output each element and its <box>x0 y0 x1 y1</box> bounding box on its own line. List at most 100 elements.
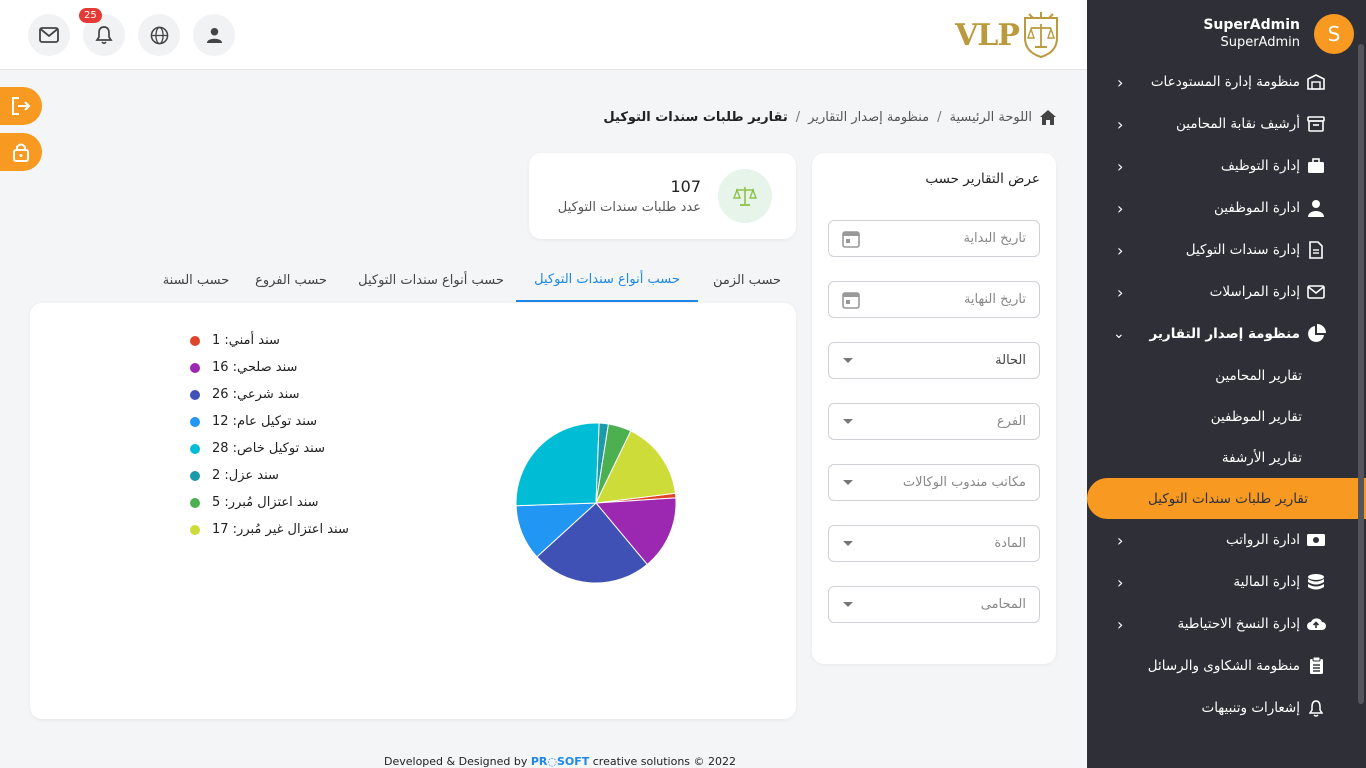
chevron-left-icon: ‹ <box>1117 282 1124 302</box>
sidebar-item-complaints[interactable]: منظومة الشكاوى والرسائل <box>1087 645 1366 687</box>
scales-icon <box>733 187 757 206</box>
pie-slice[interactable] <box>515 422 600 507</box>
legend-item[interactable]: سند توكيل عام: 12 <box>190 408 349 435</box>
legend-item[interactable]: سند أمني: 1 <box>190 327 349 354</box>
calendar-icon <box>842 292 860 309</box>
chevron-left-icon: ‹ <box>1117 614 1124 634</box>
stat-icon-circle <box>718 169 772 223</box>
legend-item[interactable]: سند صلحي: 16 <box>190 354 349 381</box>
sidebar-item-correspondence[interactable]: إدارة المراسلات ‹ <box>1087 271 1366 313</box>
sidebar-subitem-archive-reports[interactable]: تقارير الأرشفة <box>1087 437 1366 478</box>
legend-item[interactable]: سند شرعي: 26 <box>190 381 349 408</box>
logout-button[interactable] <box>0 87 42 125</box>
branch-select[interactable]: الفرع <box>828 403 1040 440</box>
branch-select-label: الفرع <box>996 414 1026 429</box>
sidebar-subitem-poa-requests-reports[interactable]: تقارير طلبات سندات التوكيل <box>1087 478 1366 519</box>
breadcrumb-home[interactable]: اللوحة الرئيسية <box>949 110 1032 125</box>
sidebar-item-archive[interactable]: أرشيف نقابة المحامين ‹ <box>1087 103 1366 145</box>
profile-button[interactable] <box>193 14 235 56</box>
agency-offices-select-label: مكاتب مندوب الوكالات <box>902 475 1026 490</box>
home-icon[interactable] <box>1040 110 1056 125</box>
sidebar-subitem-label: تقارير الأرشفة <box>1221 449 1302 466</box>
tab-by-branches[interactable]: حسب الفروع <box>255 272 327 288</box>
sidebar-item-finance[interactable]: إدارة المالية ‹ <box>1087 561 1366 603</box>
breadcrumb-section[interactable]: منظومة إصدار التقارير <box>808 110 930 125</box>
sidebar-scrollbar[interactable] <box>1358 44 1364 704</box>
lawyer-select-label: المحامى <box>980 597 1026 612</box>
pie-slice[interactable] <box>594 497 677 566</box>
lock-screen-button[interactable] <box>0 133 42 171</box>
tab-by-year[interactable]: حسب السنة <box>162 272 230 288</box>
breadcrumb: اللوحة الرئيسية / منظومة إصدار التقارير … <box>603 110 1056 125</box>
messages-button[interactable] <box>28 14 70 56</box>
cash-icon <box>1306 530 1326 550</box>
legend-item[interactable]: سند توكيل خاص: 28 <box>190 435 349 462</box>
employee-icon <box>1306 198 1326 218</box>
article-select[interactable]: المادة <box>828 525 1040 562</box>
end-date-field[interactable]: تاريخ النهاية <box>828 281 1040 318</box>
footer-suffix: creative solutions © 2022 <box>592 755 737 768</box>
chart-card: سند أمني: 1 سند صلحي: 16 سند شرعي: 26 سند ت… <box>30 303 796 719</box>
breadcrumb-separator: / <box>795 110 801 125</box>
legend-swatch <box>190 389 200 400</box>
pie-chart-icon <box>1306 324 1326 344</box>
tab-by-time[interactable]: حسب الزمن <box>712 272 782 288</box>
legend-label: سند صلحي: 16 <box>212 360 298 375</box>
chevron-left-icon: ‹ <box>1117 198 1124 218</box>
lawyer-select[interactable]: المحامى <box>828 586 1040 623</box>
agency-offices-select[interactable]: مكاتب مندوب الوكالات <box>828 464 1040 501</box>
sidebar-item-label: إشعارات وتنبيهات <box>1201 700 1300 716</box>
legend-item[interactable]: سند اعتزال مُبرر: 5 <box>190 489 349 516</box>
scales-emblem-icon <box>1023 12 1058 58</box>
sidebar-item-label: ادارة الرواتب <box>1226 532 1300 548</box>
sidebar-subitem-employees-reports[interactable]: تقارير الموظفين <box>1087 396 1366 437</box>
briefcase-icon <box>1306 156 1326 176</box>
logo-text: VLP <box>955 17 1020 53</box>
sidebar-item-recruitment[interactable]: إدارة التوظيف ‹ <box>1087 145 1366 187</box>
status-select[interactable]: الحالة <box>828 342 1040 379</box>
archive-icon <box>1306 114 1326 134</box>
sidebar-item-notifications[interactable]: إشعارات وتنبيهات <box>1087 687 1366 729</box>
calendar-icon <box>842 231 860 248</box>
user-profile[interactable]: S SuperAdmin SuperAdmin <box>1203 14 1354 54</box>
sidebar-item-reports[interactable]: منظومة إصدار التقارير ⌄ <box>1087 313 1366 355</box>
sidebar-subitem-label: تقارير المحامين <box>1215 367 1302 384</box>
footer-brand[interactable]: PR◌SOFT <box>530 755 590 768</box>
legend-item[interactable]: سند اعتزال غير مُبرر: 17 <box>190 516 349 543</box>
sidebar-item-salaries[interactable]: ادارة الرواتب ‹ <box>1087 519 1366 561</box>
sidebar-item-employees[interactable]: ادارة الموظفين ‹ <box>1087 187 1366 229</box>
report-tabs: حسب الزمن حسب أنواع سندات التوكيل حسب أن… <box>30 258 796 302</box>
tab-by-power-of-attorney-type-2[interactable]: حسب أنواع سندات التوكيل <box>358 272 504 288</box>
sidebar-subitem-lawyers-reports[interactable]: تقارير المحامين <box>1087 355 1366 396</box>
sidebar: S SuperAdmin SuperAdmin منظومة إدارة الم… <box>1087 0 1366 768</box>
chevron-down-icon <box>843 602 853 607</box>
sidebar-item-warehouses[interactable]: منظومة إدارة المستودعات ‹ <box>1087 61 1366 103</box>
sidebar-subitem-label: تقارير الموظفين <box>1210 408 1302 425</box>
pie-slice[interactable] <box>595 430 676 504</box>
sidebar-item-backups[interactable]: إدارة النسخ الاحتياطية ‹ <box>1087 603 1366 645</box>
stat-card: 107 عدد طلبات سندات التوكيل <box>529 153 796 239</box>
legend-swatch <box>190 470 200 481</box>
sidebar-item-label: منظومة إدارة المستودعات <box>1150 74 1300 90</box>
sidebar-item-label: إدارة سندات التوكيل <box>1185 242 1300 258</box>
tab-by-power-of-attorney-type[interactable]: حسب أنواع سندات التوكيل <box>516 258 698 302</box>
footer: Developed & Designed by PR◌SOFT creative… <box>384 755 736 768</box>
sidebar-item-label: ادارة الموظفين <box>1214 200 1300 216</box>
notifications-button[interactable]: 25 <box>79 8 125 56</box>
pie-slice[interactable] <box>536 502 648 584</box>
sidebar-item-power-of-attorney[interactable]: إدارة سندات التوكيل ‹ <box>1087 229 1366 271</box>
chevron-left-icon: ‹ <box>1117 114 1124 134</box>
user-role: SuperAdmin <box>1220 35 1300 50</box>
legend-item[interactable]: سند عزل: 2 <box>190 462 349 489</box>
status-select-label: الحالة <box>995 353 1026 368</box>
mail-icon <box>1306 282 1326 302</box>
chevron-left-icon: ‹ <box>1117 156 1124 176</box>
legend-swatch <box>190 362 200 373</box>
start-date-field[interactable]: تاريخ البداية <box>828 220 1040 257</box>
notifications-badge: 25 <box>79 8 102 23</box>
language-button[interactable] <box>138 14 180 56</box>
end-date-placeholder: تاريخ النهاية <box>963 292 1026 307</box>
chevron-down-icon: ⌄ <box>1113 326 1125 342</box>
stat-label: عدد طلبات سندات التوكيل <box>557 200 701 215</box>
top-bar: 25 VLP <box>0 0 1087 70</box>
